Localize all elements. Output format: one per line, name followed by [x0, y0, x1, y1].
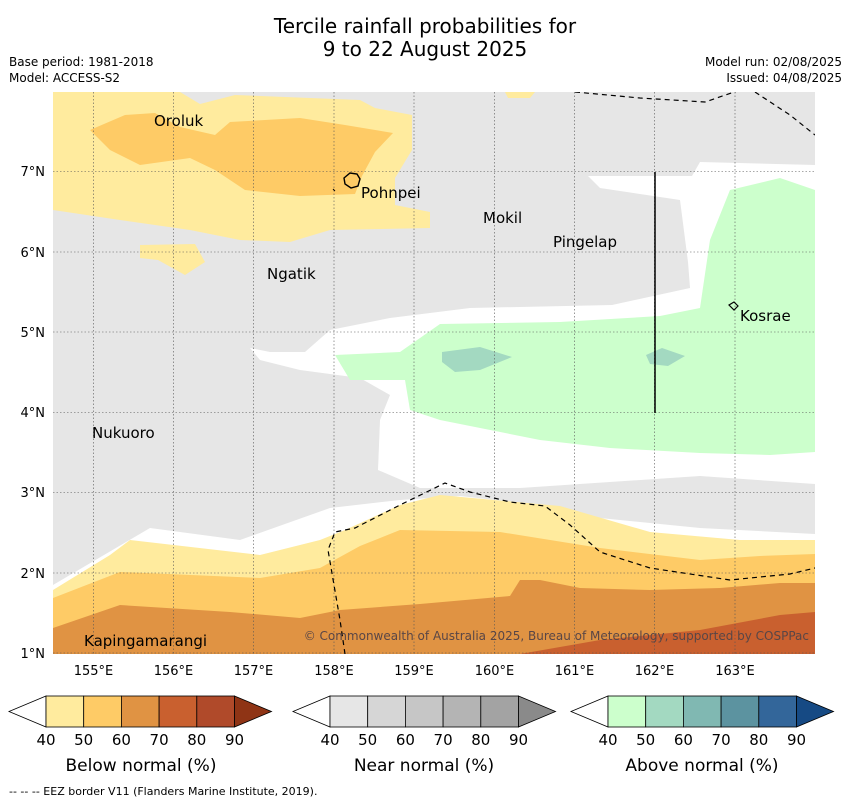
colorbar-segment	[442, 695, 482, 728]
colorbar-tick: 90	[225, 731, 244, 749]
colorbar-tick: 70	[150, 731, 169, 749]
y-tick: 1°N	[21, 647, 46, 662]
axis-labels: 155°E 156°E 157°E 158°E 159°E 160°E 161°…	[21, 165, 755, 679]
place-nukuoro: Nukuoro	[92, 424, 155, 442]
colorbar-tick: 50	[74, 731, 93, 749]
place-labels: Oroluk Pohnpei Mokil Pingelap Ngatik Kos…	[84, 112, 791, 650]
above-normal-darker-patch	[442, 347, 512, 372]
map-title-line2: 9 to 22 August 2025	[322, 37, 528, 61]
place-ngatik: Ngatik	[267, 265, 316, 283]
place-kapingamarangi: Kapingamarangi	[84, 632, 207, 650]
eez-border	[327, 92, 815, 654]
x-tick: 163°E	[715, 664, 755, 679]
below-normal-top-sliver	[505, 92, 535, 98]
issued-label: Issued: 04/08/2025	[726, 71, 842, 85]
colorbar-segment	[196, 695, 235, 728]
colorbar-tick: 70	[712, 731, 731, 749]
x-tick: 159°E	[394, 664, 434, 679]
colorbar-segment	[758, 695, 797, 728]
colorbar-tick: 80	[187, 731, 206, 749]
colorbar-tick: 90	[509, 731, 528, 749]
place-pohnpei: Pohnpei	[361, 184, 421, 202]
y-tick: 7°N	[21, 165, 46, 180]
kosrae-island-outline	[728, 301, 739, 311]
colorbar-segment	[329, 695, 369, 728]
x-tick: 161°E	[555, 664, 595, 679]
eez-note: -- -- -- EEZ border V11 (Flanders Marine…	[9, 785, 318, 798]
place-mokil: Mokil	[483, 209, 522, 227]
below-normal-nw-patch	[140, 244, 205, 275]
colorbar-extend-high	[518, 695, 557, 728]
below-normal-80-south	[520, 612, 815, 654]
colorbar-extend-high	[234, 695, 273, 728]
colorbar-extend-low	[7, 695, 47, 728]
near-normal-sliver	[53, 306, 127, 311]
pohnpei-island-outline	[343, 172, 361, 189]
atoll-marker	[332, 188, 336, 192]
colorbar-tick: 40	[598, 731, 617, 749]
colorbar-legend: 40 50 60 70 80 90 40 50 60 70 80 90 40 50 60 70 80 90	[7, 695, 835, 749]
base-period-label: Base period: 1981-2018	[9, 55, 154, 69]
x-tick: 156°E	[154, 664, 194, 679]
colorbar-tick: 70	[434, 731, 453, 749]
x-tick: 158°E	[314, 664, 354, 679]
colorbar-above-label: Above normal (%)	[625, 756, 779, 776]
map-title-line1: Tercile rainfall probabilities for	[273, 14, 577, 38]
y-tick: 4°N	[21, 406, 46, 421]
x-tick: 157°E	[234, 664, 274, 679]
colorbar-tick: 50	[636, 731, 655, 749]
colorbar-extend-high	[796, 695, 835, 728]
model-run-label: Model run: 02/08/2025	[704, 55, 842, 69]
y-tick: 6°N	[21, 246, 46, 261]
colorbar-tick: 60	[396, 731, 415, 749]
colorbar-segment	[645, 695, 684, 728]
colorbar-segment	[83, 695, 122, 728]
place-pingelap: Pingelap	[553, 233, 617, 251]
colorbar-tick: 40	[320, 731, 339, 749]
above-normal-region	[335, 178, 815, 455]
colorbar-extend-low	[291, 695, 331, 728]
copyright-notice: © Commonwealth of Australia 2025, Bureau…	[304, 629, 809, 643]
colorbar-tick: 80	[749, 731, 768, 749]
place-kosrae: Kosrae	[740, 307, 791, 325]
colorbar-below-label: Below normal (%)	[65, 756, 217, 776]
probability-field: © Commonwealth of Australia 2025, Bureau…	[53, 92, 815, 654]
graticule	[53, 92, 815, 654]
colorbar-tick: 60	[112, 731, 131, 749]
below-normal-70-south	[53, 580, 815, 654]
model-label: Model: ACCESS-S2	[9, 71, 121, 85]
colorbar-segment	[683, 695, 722, 728]
y-tick: 2°N	[21, 567, 46, 582]
colorbar-segment	[45, 695, 85, 728]
colorbar-tick: 80	[471, 731, 490, 749]
colorbar-tick: 60	[674, 731, 693, 749]
colorbar-segment	[720, 695, 760, 728]
colorbar-near-label: Near normal (%)	[353, 756, 495, 776]
y-tick: 5°N	[21, 326, 46, 341]
x-tick: 160°E	[475, 664, 515, 679]
colorbar-segment	[367, 695, 406, 728]
colorbar-segment	[121, 695, 160, 728]
colorbar-segment	[158, 695, 198, 728]
place-oroluk: Oroluk	[154, 112, 203, 130]
colorbar-tick: 50	[358, 731, 377, 749]
below-normal-60-north	[90, 113, 393, 196]
colorbar-segment	[480, 695, 519, 728]
colorbar-tick: 90	[787, 731, 806, 749]
x-tick: 155°E	[74, 664, 114, 679]
y-tick: 3°N	[21, 486, 46, 501]
colorbar-tick: 40	[36, 731, 55, 749]
colorbar-segment	[404, 695, 444, 728]
colorbar-segment	[607, 695, 647, 728]
x-tick: 162°E	[635, 664, 675, 679]
colorbar-extend-low	[569, 695, 609, 728]
